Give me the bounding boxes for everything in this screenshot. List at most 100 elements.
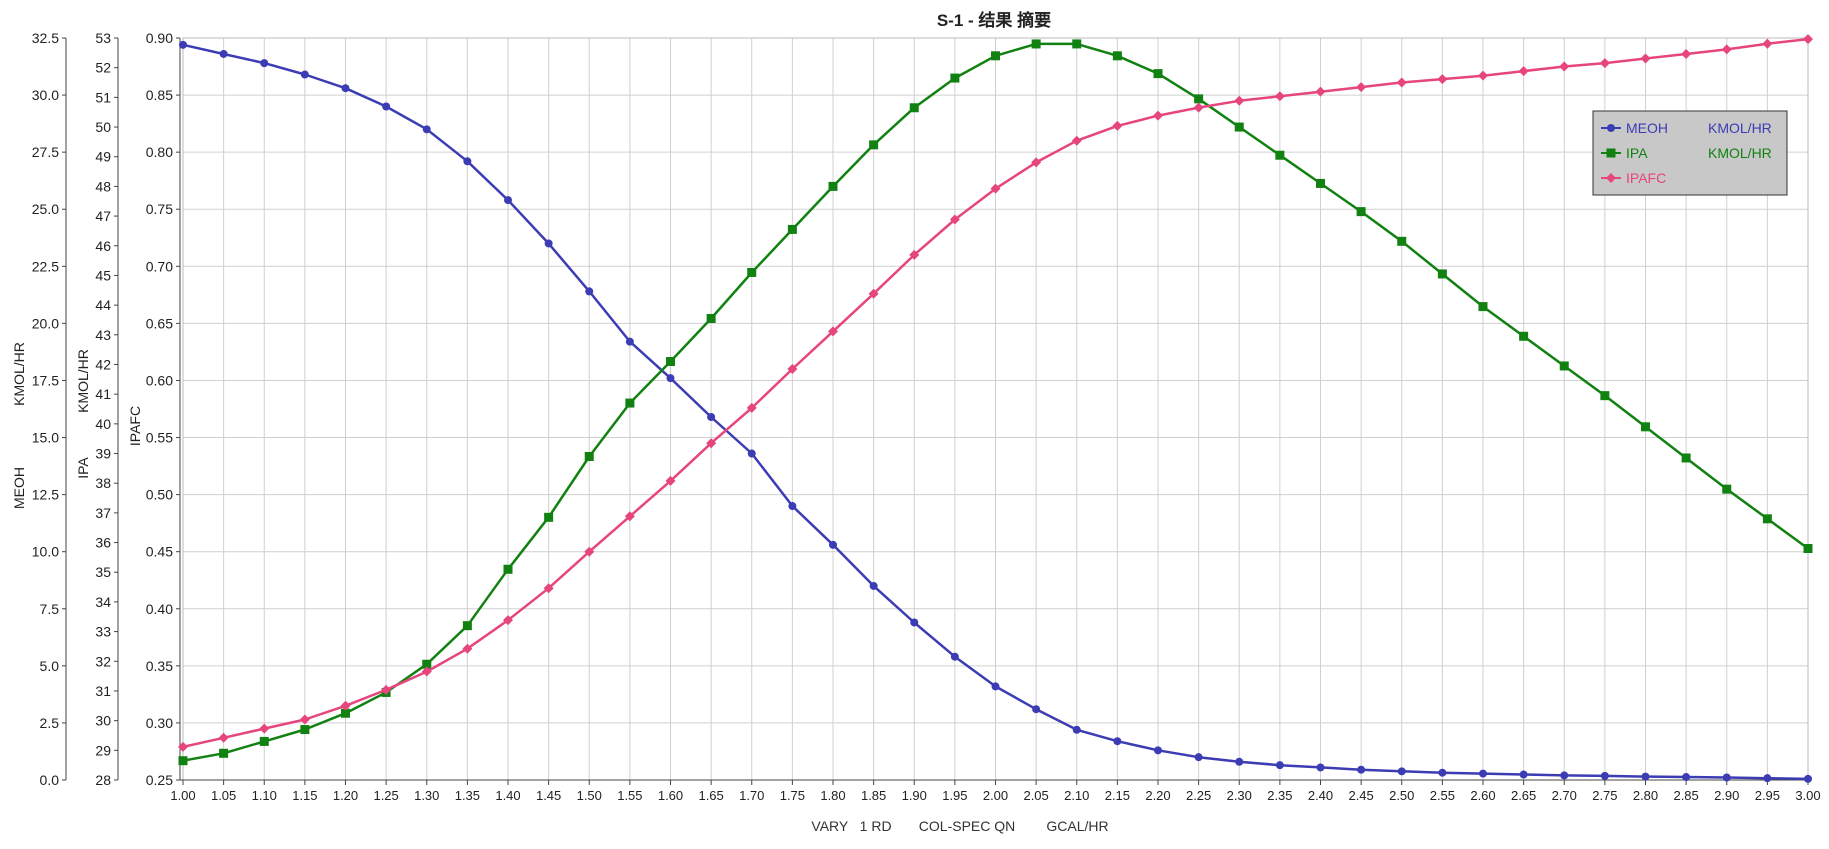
data-point-meoh bbox=[260, 59, 269, 68]
ipa-tick-label: 35 bbox=[95, 564, 111, 580]
ipa-tick-label: 43 bbox=[95, 327, 111, 343]
data-point-ipa bbox=[828, 181, 838, 191]
x-axis-label: VARY 1 RD COL-SPEC QN GCAL/HR bbox=[811, 818, 1108, 834]
ipa-tick-label: 48 bbox=[95, 178, 111, 194]
ipafc-tick-label: 0.40 bbox=[146, 601, 173, 617]
data-point-ipa bbox=[219, 748, 229, 758]
data-point-ipafc bbox=[1315, 86, 1326, 97]
x-tick-label: 3.00 bbox=[1795, 788, 1820, 803]
ipafc-tick-label: 0.75 bbox=[146, 201, 173, 217]
data-point-meoh bbox=[991, 682, 1000, 691]
legend-marker-ipa bbox=[1606, 148, 1616, 158]
data-point-ipa bbox=[259, 736, 269, 746]
ipa-tick-label: 49 bbox=[95, 149, 111, 165]
data-point-ipa bbox=[1356, 207, 1366, 217]
data-point-ipa bbox=[869, 140, 879, 150]
ipafc-tick-label: 0.65 bbox=[146, 315, 173, 331]
meoh-tick-label: 2.5 bbox=[40, 715, 60, 731]
meoh-tick-label: 0.0 bbox=[40, 772, 60, 788]
data-point-meoh bbox=[1072, 725, 1081, 734]
data-point-ipa bbox=[462, 621, 472, 631]
data-point-ipa bbox=[950, 73, 960, 83]
data-point-meoh bbox=[1113, 737, 1122, 746]
data-point-ipa bbox=[422, 659, 432, 669]
series-layer bbox=[178, 34, 1813, 783]
data-point-meoh bbox=[910, 618, 919, 627]
ipa-axis-label: IPA bbox=[75, 457, 91, 479]
data-point-ipa bbox=[544, 512, 554, 522]
data-point-meoh bbox=[219, 49, 228, 58]
x-tick-label: 2.45 bbox=[1348, 788, 1373, 803]
x-tick-label: 2.30 bbox=[1227, 788, 1252, 803]
meoh-tick-label: 12.5 bbox=[32, 487, 59, 503]
data-point-meoh bbox=[829, 540, 837, 549]
data-point-ipafc bbox=[1559, 61, 1570, 72]
data-point-ipa bbox=[1478, 302, 1488, 312]
x-tick-label: 1.15 bbox=[292, 788, 317, 803]
data-point-ipafc bbox=[909, 249, 920, 260]
data-point-ipa bbox=[1031, 39, 1041, 49]
data-point-meoh bbox=[1479, 769, 1487, 778]
data-point-ipafc bbox=[1599, 58, 1610, 69]
ipafc-tick-label: 0.85 bbox=[146, 87, 173, 103]
data-point-ipafc bbox=[1031, 157, 1042, 168]
data-point-meoh bbox=[707, 412, 716, 421]
ipafc-tick-label: 0.30 bbox=[146, 715, 173, 731]
data-point-ipa bbox=[1641, 422, 1650, 432]
x-tick-label: 2.05 bbox=[1023, 788, 1048, 803]
ipa-tick-label: 53 bbox=[95, 30, 111, 46]
meoh-axis-label: MEOH bbox=[11, 467, 27, 509]
data-point-ipafc bbox=[665, 475, 676, 486]
data-point-meoh bbox=[382, 102, 391, 111]
data-point-ipafc bbox=[543, 583, 554, 594]
x-tick-label: 1.35 bbox=[455, 788, 480, 803]
ipa-tick-label: 47 bbox=[95, 208, 111, 224]
data-point-meoh bbox=[422, 125, 431, 134]
data-point-meoh bbox=[300, 70, 309, 79]
data-point-meoh bbox=[1682, 773, 1691, 782]
data-point-ipafc bbox=[746, 402, 757, 413]
data-point-ipafc bbox=[1396, 77, 1407, 88]
legend-marker-ipafc bbox=[1606, 173, 1616, 183]
ipafc-tick-label: 0.90 bbox=[146, 30, 173, 46]
meoh-tick-label: 10.0 bbox=[32, 544, 59, 560]
data-point-ipafc bbox=[828, 326, 838, 337]
ipa-tick-label: 40 bbox=[95, 416, 111, 432]
legend-label-ipafc: IPAFC bbox=[1626, 170, 1666, 186]
ipafc-tick-label: 0.45 bbox=[146, 544, 173, 560]
x-tick-label: 2.65 bbox=[1511, 788, 1536, 803]
x-tick-label: 1.65 bbox=[698, 788, 723, 803]
meoh-tick-label: 32.5 bbox=[32, 30, 59, 46]
data-point-meoh bbox=[544, 239, 553, 248]
data-point-ipa bbox=[1803, 543, 1813, 553]
meoh-tick-label: 30.0 bbox=[32, 87, 59, 103]
data-point-ipa bbox=[909, 103, 919, 113]
legend-unit-ipa: KMOL/HR bbox=[1708, 145, 1772, 161]
data-point-meoh bbox=[1804, 774, 1812, 783]
x-tick-label: 2.70 bbox=[1552, 788, 1577, 803]
data-point-ipa bbox=[341, 708, 350, 718]
meoh-tick-label: 25.0 bbox=[32, 201, 59, 217]
data-point-meoh bbox=[1600, 771, 1609, 780]
data-point-ipafc bbox=[259, 723, 270, 734]
x-tick-label: 1.30 bbox=[414, 788, 439, 803]
data-point-ipafc bbox=[787, 364, 798, 375]
data-point-ipa bbox=[178, 756, 188, 766]
axes: 1.00 1.05 1.10 1.15 1.20 1.25 1.30 1.35 1.40 1.45… bbox=[11, 30, 1821, 803]
data-point-meoh bbox=[504, 196, 512, 205]
data-point-meoh bbox=[1641, 772, 1650, 781]
ipafc-tick-label: 0.60 bbox=[146, 372, 173, 388]
data-point-ipafc bbox=[624, 511, 635, 522]
data-point-meoh bbox=[1316, 763, 1325, 772]
data-point-ipafc bbox=[990, 183, 1001, 194]
x-tick-label: 1.45 bbox=[536, 788, 561, 803]
data-point-ipafc bbox=[1112, 120, 1123, 131]
x-tick-label: 2.90 bbox=[1714, 788, 1739, 803]
data-point-ipa bbox=[1234, 122, 1244, 132]
data-point-ipa bbox=[503, 564, 513, 574]
data-point-ipafc bbox=[1803, 34, 1813, 45]
data-point-ipa bbox=[1762, 514, 1772, 524]
meoh-axis-unit: KMOL/HR bbox=[11, 342, 27, 406]
data-point-ipa bbox=[1112, 51, 1122, 61]
